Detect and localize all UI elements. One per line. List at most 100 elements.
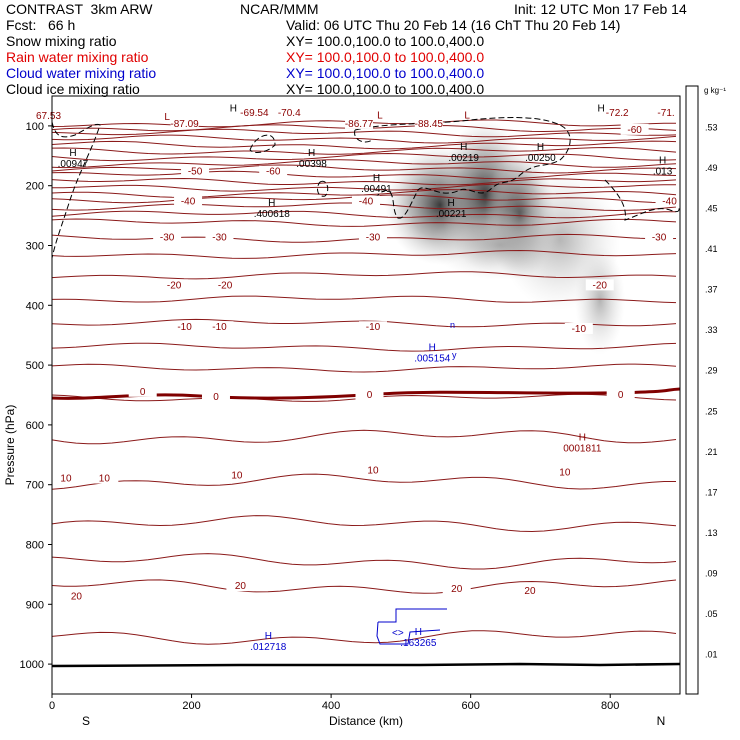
center-title: NCAR/MMM: [240, 1, 319, 17]
colorbar-label: .41: [705, 244, 718, 254]
temperature-label: 20: [71, 591, 83, 602]
temperature-label-bg: [606, 388, 635, 400]
extremum-value: .013: [653, 167, 673, 178]
colorbar-label: .45: [705, 204, 718, 214]
extremum-value: .00398: [296, 159, 327, 170]
isotherm-line: [51, 134, 677, 144]
temperature-label-bg: [352, 195, 380, 207]
temperature-label: 67.53: [36, 111, 61, 122]
y-tick-label: 300: [26, 241, 44, 253]
temperature-label-bg: [62, 590, 91, 602]
y-tick-label: 100: [26, 121, 44, 133]
cloud-water-glyph-2: y: [452, 350, 457, 360]
colorbar-unit: g kg⁻¹: [704, 86, 726, 95]
x-end-label-south: S: [82, 714, 90, 728]
temperature-label: -30: [212, 233, 227, 244]
temperature-label-bg: [160, 279, 189, 291]
colorbar-label: .01: [705, 649, 718, 659]
temperature-label-bg: [345, 117, 374, 129]
extremum-h: H: [268, 198, 275, 209]
isotherm-line: [51, 429, 677, 445]
temperature-label: -40: [181, 197, 196, 208]
colorbar-label: .37: [705, 285, 718, 295]
ground-line: [51, 662, 681, 668]
y-tick-label: 500: [26, 360, 44, 372]
isotherm-line: [51, 218, 677, 227]
temperature-label: 10: [231, 471, 243, 482]
isotherm-line: [51, 189, 677, 198]
temperature-label-bg: [240, 107, 269, 119]
x-tick-label: 600: [461, 700, 479, 712]
temperature-label-bg: [259, 165, 288, 177]
temperature-label-bg: [205, 231, 234, 243]
valid-time: Valid: 06 UTC Thu 20 Feb 14 (16 ChT Thu …: [286, 17, 621, 33]
extremum-h: H: [373, 173, 380, 184]
temperature-label-bg: [170, 117, 199, 129]
colorbar-label: .17: [705, 487, 718, 497]
x-tick-label: 800: [601, 700, 619, 712]
temperature-label-bg: [174, 195, 203, 207]
isotherm-line: [51, 249, 677, 259]
temperature-label-bg: [181, 165, 210, 177]
temperature-label-bg: [222, 469, 251, 481]
isotherm-line: [51, 183, 676, 192]
forecast-hour: Fcst: 66 h: [6, 17, 76, 33]
extremum-h: H: [460, 142, 467, 153]
colorbar-label: .05: [705, 609, 718, 619]
extremum-value: 0001811: [563, 443, 602, 454]
temperature-label-bg: [275, 107, 304, 119]
extremum-h: H: [415, 627, 422, 638]
temperature-label-bg: [205, 321, 234, 333]
temperature-label: -69.54: [240, 108, 269, 119]
isotherm-line: [51, 473, 676, 490]
temperature-label: 20: [235, 581, 247, 592]
extremum-value: .400618: [254, 209, 291, 220]
field-name-snow: Snow mixing ratio: [6, 33, 117, 49]
temperature-label: -60: [627, 125, 642, 136]
temperature-label: 0: [140, 387, 146, 398]
isotherm-line: [51, 630, 677, 645]
model-title: CONTRAST 3km ARW: [6, 1, 153, 17]
temperature-label: -60: [266, 167, 281, 178]
temperature-label-bg: [358, 321, 387, 333]
y-axis-label: Pressure (hPa): [3, 405, 17, 486]
isotherm-line: [51, 164, 677, 174]
temperature-label-bg: [620, 123, 649, 135]
temperature-label-bg: [128, 385, 157, 397]
cloud-water-contour: [376, 608, 447, 645]
temperature-label: -10: [177, 322, 192, 333]
snow-shading: [385, 120, 625, 355]
x-tick-label: 200: [182, 700, 200, 712]
isotherm-line: [51, 553, 677, 570]
isotherm-line: [51, 170, 677, 180]
y-tick-label: 900: [26, 599, 44, 611]
colorbar-label: .21: [705, 447, 718, 457]
extremum-h: H: [69, 148, 76, 159]
temperature-label: -30: [652, 233, 667, 244]
extremum-value: .005154: [414, 354, 451, 365]
temperature-label-bg: [170, 321, 199, 333]
temperature-label-bg: [442, 583, 471, 595]
temperature-label: -20: [593, 280, 608, 291]
temperature-label-bg: [90, 472, 119, 484]
temperature-label: 0: [618, 390, 624, 401]
isotherm-line: [51, 363, 677, 373]
cloud-ice-contour: [51, 117, 680, 259]
field-name-rain: Rain water mixing ratio: [6, 49, 149, 65]
x-axis-label: Distance (km): [329, 714, 403, 728]
field-xy-cloud-ice: XY= 100.0,100.0 to 100.0,400.0: [286, 81, 485, 97]
temperature-label: 10: [60, 474, 72, 485]
extremum-h: H: [265, 631, 272, 642]
temperature-label: 10: [99, 474, 111, 485]
temperature-label: -20: [218, 280, 233, 291]
isotherm-line: [51, 271, 677, 280]
temperature-label: -87.09: [170, 119, 199, 130]
extremum-h: H: [308, 148, 315, 159]
temperature-label: -50: [188, 167, 203, 178]
temperature-label: -30: [160, 233, 175, 244]
temperature-label-bg: [515, 584, 544, 596]
temperature-label: -10: [572, 324, 587, 335]
isotherm-line: [51, 146, 677, 155]
temperature-label-bg: [564, 323, 593, 335]
temperature-label: -30: [366, 233, 381, 244]
